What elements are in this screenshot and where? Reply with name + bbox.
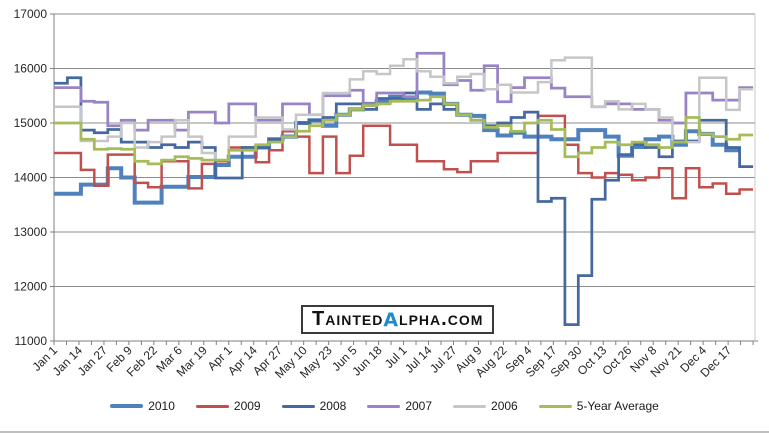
y-axis-label: 11000: [15, 334, 48, 348]
y-axis-label: 17000: [14, 7, 48, 21]
legend-item-2010: 2010: [110, 399, 175, 413]
x-axis-label: Oct 26: [599, 343, 634, 378]
legend-label: 2008: [319, 399, 347, 413]
legend-label: 5-Year Average: [576, 399, 659, 413]
legend-swatch-2007: [367, 404, 401, 408]
series-line-5-year-average: [54, 95, 754, 166]
watermark-prefix: Tainted: [312, 308, 384, 330]
x-axis-label: Jul 27: [427, 343, 460, 376]
legend-item-2006: 2006: [453, 399, 518, 413]
legend: 2010 2009 2008 2007 2006 5-Year Average: [0, 399, 769, 413]
watermark: Tainted α lpha.com: [301, 302, 495, 334]
legend-swatch-2008: [281, 404, 315, 408]
series-line-2006: [54, 56, 754, 162]
watermark-alpha-glyph: α: [383, 302, 400, 333]
y-axis-label: 16000: [14, 62, 48, 76]
legend-item-2008: 2008: [281, 399, 347, 413]
y-axis-label: 12000: [14, 280, 48, 294]
legend-label: 2006: [491, 399, 518, 413]
legend-swatch-2010: [110, 404, 144, 408]
legend-swatch-2006: [453, 404, 487, 408]
y-axis-label: 14000: [14, 171, 48, 185]
legend-label: 2010: [148, 399, 175, 413]
legend-item-5-year-average: 5-Year Average: [538, 399, 659, 413]
legend-label: 2007: [405, 399, 433, 413]
watermark-suffix: lpha.com: [399, 308, 484, 330]
legend-item-2007: 2007: [367, 399, 432, 413]
legend-item-2009: 2009: [195, 399, 261, 413]
legend-label: 2009: [233, 399, 261, 413]
legend-swatch-2009: [195, 404, 229, 408]
legend-swatch-5-year-average: [538, 404, 572, 408]
y-axis-label: 15000: [14, 116, 48, 130]
series-line-2009: [54, 114, 754, 200]
x-axis-label: Jul 14: [402, 343, 435, 376]
y-axis-label: 13000: [14, 225, 48, 239]
